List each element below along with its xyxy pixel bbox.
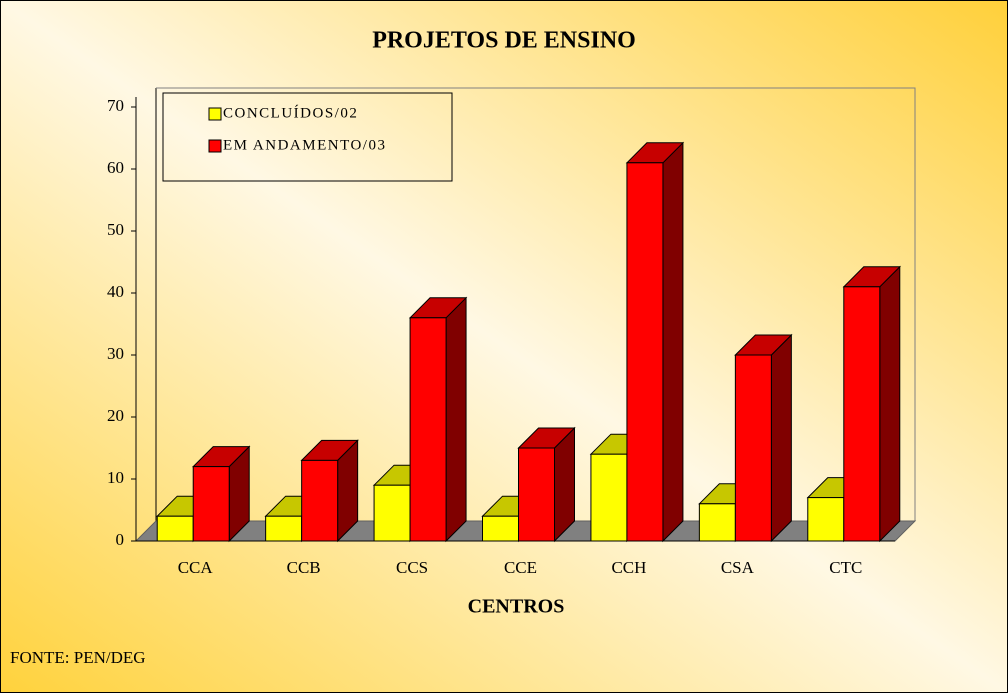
- x-tick-label: CSA: [721, 558, 755, 577]
- x-tick-label: CCB: [287, 558, 321, 577]
- x-tick-label: CCE: [504, 558, 537, 577]
- legend-label: EM ANDAMENTO/03: [223, 137, 386, 153]
- y-tick-label: 40: [107, 282, 124, 301]
- y-tick-label: 0: [116, 530, 125, 549]
- x-tick-label: CCH: [611, 558, 646, 577]
- bar: [373, 484, 411, 542]
- chart-title: PROJETOS DE ENSINO: [372, 28, 636, 54]
- bar-side: [879, 265, 901, 543]
- legend-swatch: [208, 139, 222, 153]
- bar: [265, 515, 303, 542]
- bar: [734, 354, 772, 542]
- y-tick-label: 10: [107, 468, 124, 487]
- y-tick-label: 50: [107, 220, 124, 239]
- bar-side: [770, 333, 792, 543]
- bar: [807, 497, 845, 542]
- bar: [192, 466, 230, 542]
- bar: [698, 503, 736, 542]
- bar: [482, 515, 519, 542]
- bar-side: [662, 141, 684, 543]
- legend-box: [162, 92, 453, 182]
- x-tick-label: CCA: [178, 558, 214, 577]
- x-tick-label: CCS: [396, 558, 428, 577]
- legend-label: CONCLUÍDOS/02: [223, 104, 358, 121]
- source-note: FONTE: PEN/DEG: [10, 648, 146, 667]
- bar: [301, 459, 339, 542]
- bar: [843, 286, 881, 542]
- y-tick-label: 60: [107, 158, 124, 177]
- y-tick-label: 20: [107, 406, 124, 425]
- bar-side: [445, 296, 467, 543]
- y-tick-label: 70: [107, 96, 124, 115]
- bar: [518, 447, 555, 542]
- legend-swatch: [208, 107, 222, 121]
- x-tick-label: CTC: [829, 558, 862, 577]
- bar: [156, 515, 194, 542]
- bar: [590, 453, 628, 542]
- back-wall-top: [156, 87, 916, 521]
- y-tick-label: 30: [107, 344, 124, 363]
- x-axis-label: CENTROS: [468, 596, 565, 618]
- bar: [409, 317, 447, 542]
- bar: [626, 162, 664, 542]
